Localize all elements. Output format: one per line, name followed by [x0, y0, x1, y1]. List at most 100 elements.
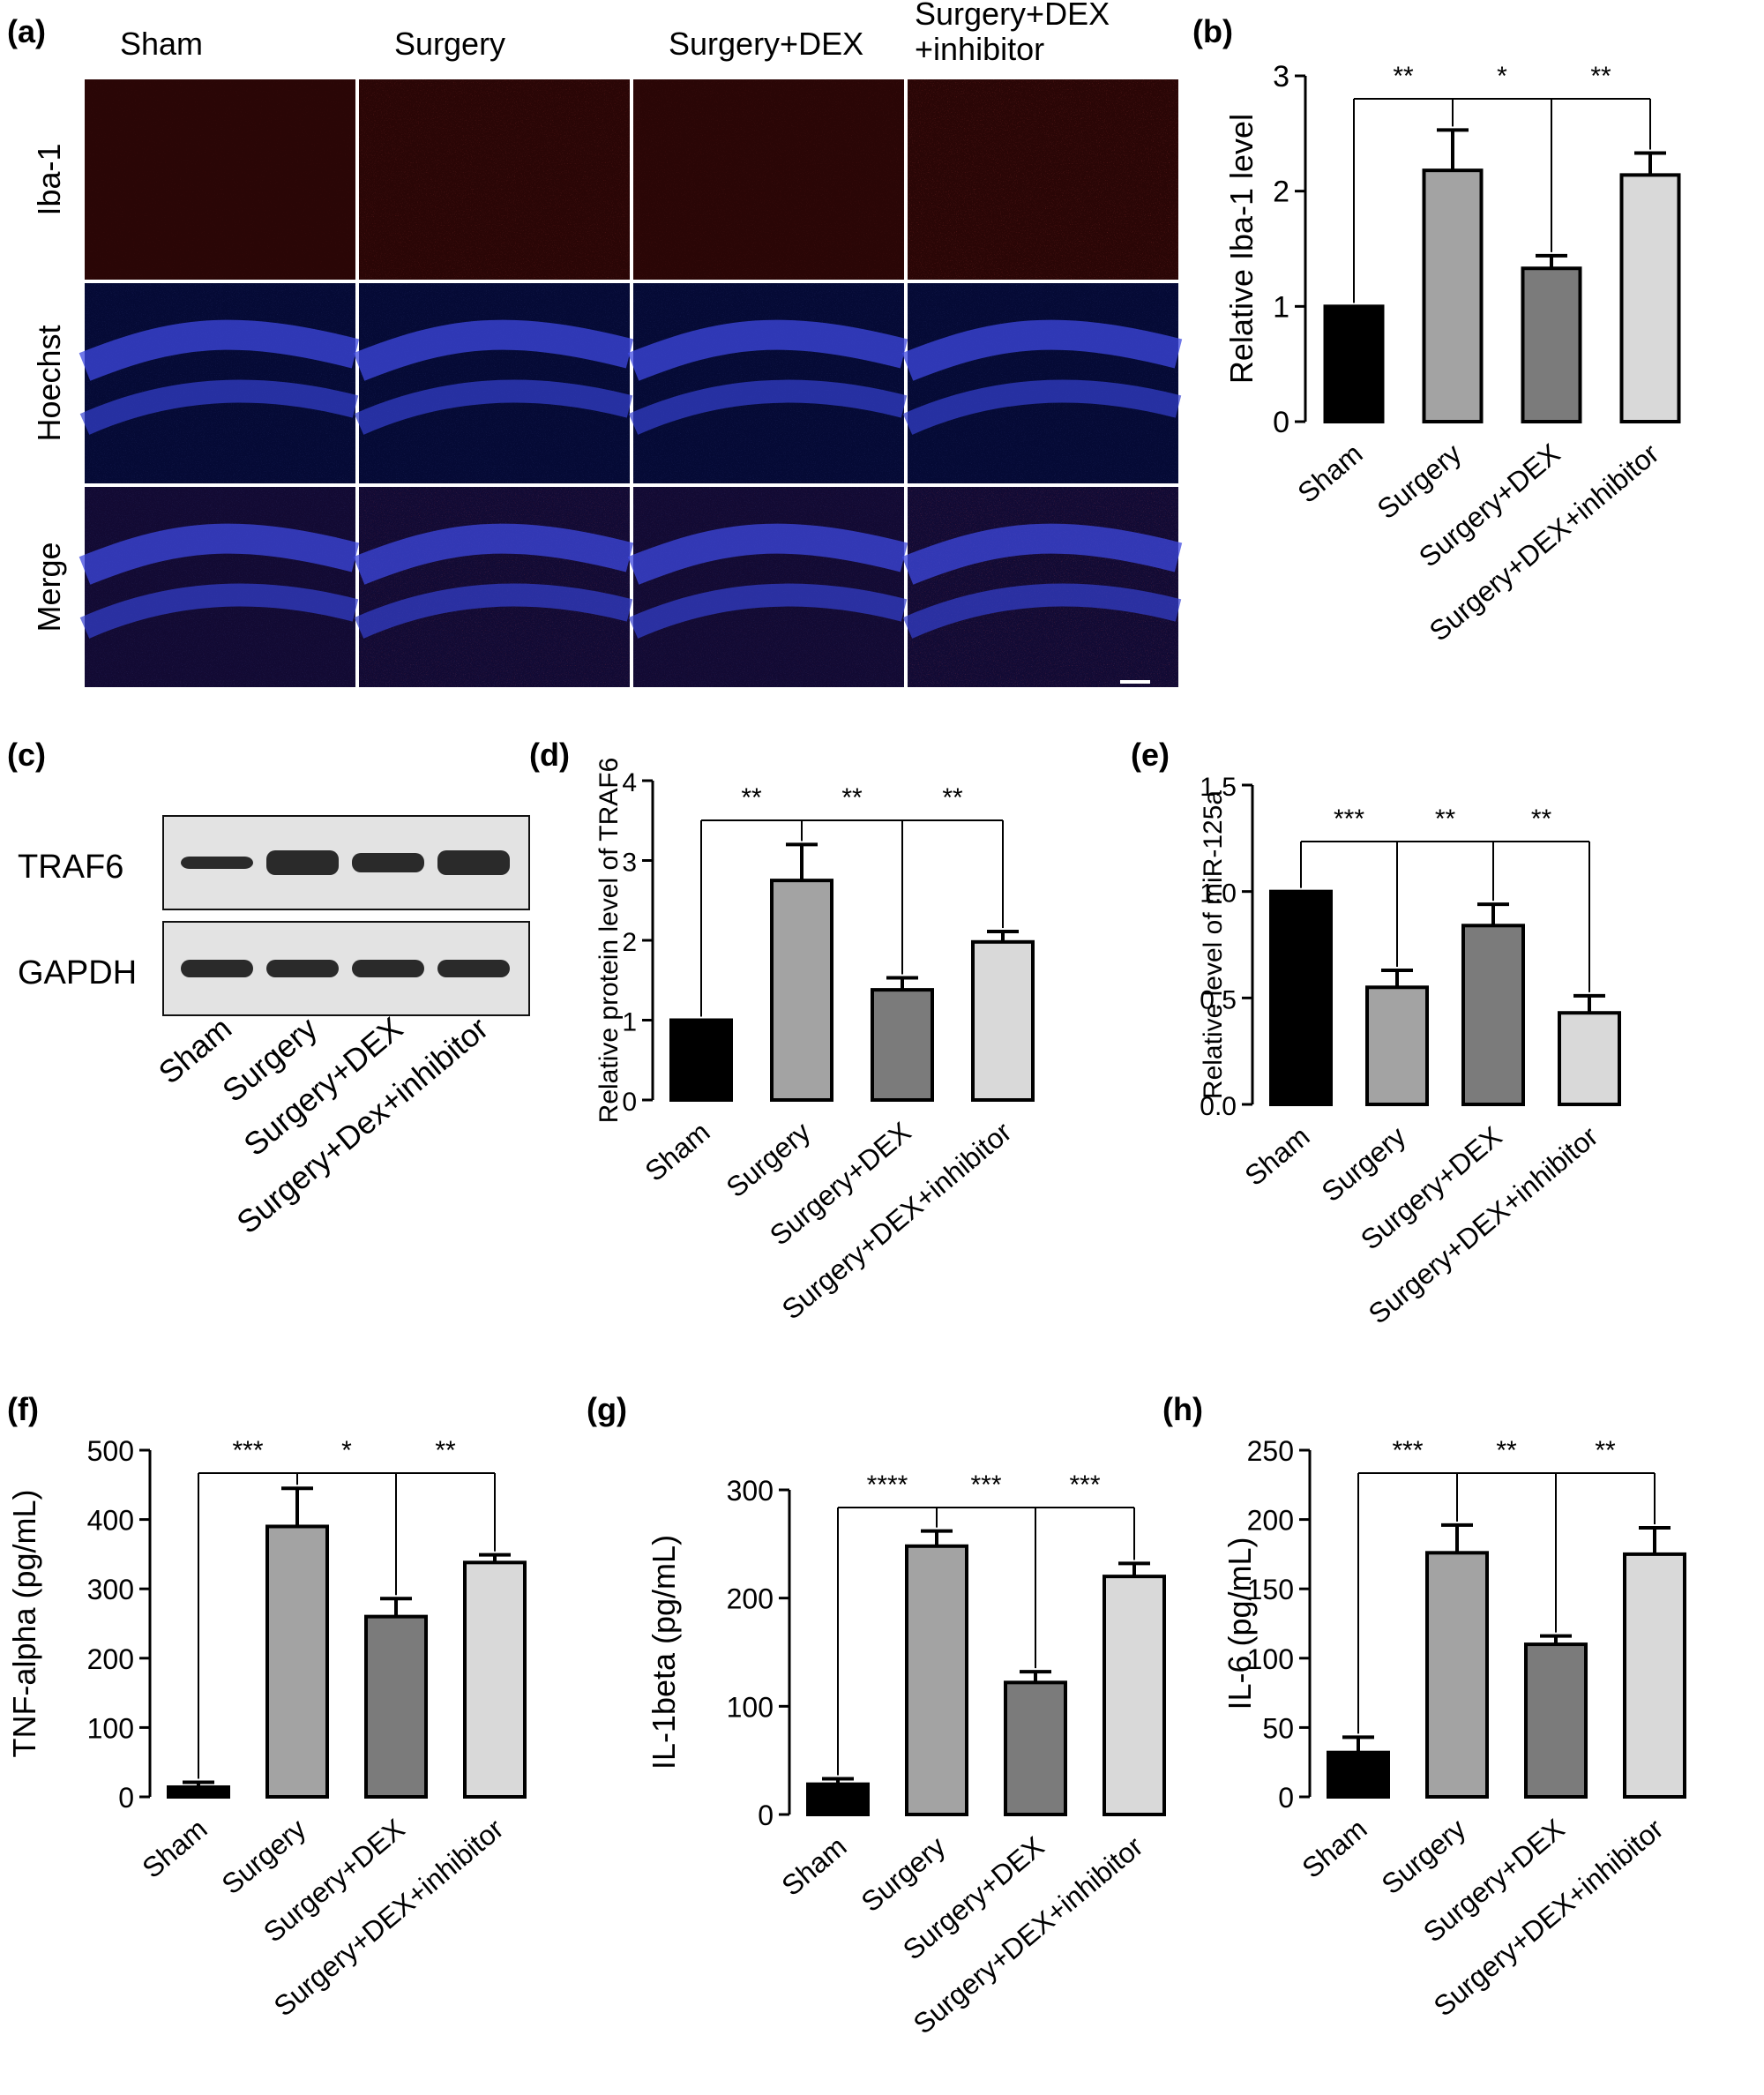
bar	[1461, 924, 1525, 1107]
y-tick-label: 300	[727, 1475, 774, 1507]
y-tick-label: 1.5	[1200, 773, 1237, 802]
panel-label: (a)	[7, 13, 46, 49]
significance-marker: ***	[1334, 804, 1364, 834]
category-label: Sham	[1291, 438, 1368, 509]
y-tick-label: 0.0	[1200, 1092, 1237, 1121]
y-tick-label: 100	[87, 1712, 134, 1744]
bar	[463, 1560, 527, 1799]
micrograph-column-label: Sham	[120, 26, 203, 62]
bar	[669, 1018, 733, 1102]
category-label: Surgery	[856, 1830, 952, 1919]
significance-marker: *	[341, 1436, 352, 1465]
bar	[1422, 168, 1484, 423]
y-tick-label: 200	[1247, 1505, 1294, 1537]
significance-marker: ***	[1392, 1436, 1423, 1465]
blot-band	[266, 850, 339, 875]
significance-marker: **	[841, 783, 863, 812]
micrograph-row-label: Merge	[31, 542, 67, 632]
category-label: Surgery	[1372, 438, 1468, 526]
bar	[1521, 266, 1582, 424]
western-blot-panel: TRAF6GAPDHShamSurgerySurgery+DEXSurgery+…	[18, 815, 530, 1240]
red-stain-texture	[85, 79, 355, 280]
blot-band	[437, 960, 510, 977]
dentate-gyrus-layer	[627, 319, 908, 381]
dentate-gyrus-layer	[354, 379, 633, 435]
significance-marker: ***	[970, 1470, 1001, 1500]
y-tick-label: 300	[87, 1574, 134, 1605]
micrograph-image	[633, 79, 904, 280]
significance-marker: **	[1393, 62, 1414, 91]
dentate-gyrus-layer	[902, 583, 1182, 639]
panel-labels: (a) (b) (c) (d) (e) (f) (g) (h)	[7, 13, 1233, 1427]
y-axis-label: Relative Iba-1 level	[1223, 114, 1259, 384]
category-label: Surgery	[721, 1116, 817, 1204]
category-label: Sham	[639, 1116, 715, 1187]
y-tick-label: 1	[622, 1008, 637, 1037]
bar	[1524, 1642, 1588, 1799]
bar	[770, 879, 833, 1102]
category-label: Surgery	[216, 1813, 312, 1901]
dentate-gyrus-layer	[79, 583, 359, 639]
category-label: Sham	[136, 1813, 213, 1884]
panel-label: (f)	[7, 1391, 39, 1427]
bar	[806, 1782, 870, 1816]
panel-label: (b)	[1192, 13, 1233, 49]
dentate-gyrus-layer	[79, 379, 359, 435]
bar	[1102, 1575, 1166, 1816]
bar	[1365, 985, 1429, 1107]
y-axis-label: Relative level of miR-125a	[1199, 790, 1228, 1099]
y-tick-label: 1.0	[1200, 879, 1237, 909]
significance-marker: **	[1435, 804, 1456, 834]
bar	[364, 1614, 428, 1799]
y-tick-label: 250	[1247, 1435, 1294, 1467]
y-axis-label: TNF-alpha (pg/mL)	[6, 1489, 42, 1757]
y-tick-label: 3	[622, 849, 637, 878]
y-axis-label: IL-1beta (pg/mL)	[646, 1535, 682, 1770]
significance-marker: **	[942, 783, 963, 812]
blot-band-label: GAPDH	[18, 954, 137, 991]
micrograph-image	[78, 487, 360, 687]
bar	[265, 1524, 329, 1799]
blot-band	[352, 960, 424, 977]
y-tick-label: 0	[118, 1782, 134, 1814]
bar-chart: 0 100 200 300 400 500 TNF-alpha (pg/mL) Sham Sur…	[6, 1435, 527, 2023]
micrograph-image	[78, 283, 360, 483]
blot-band	[181, 960, 253, 977]
y-tick-label: 100	[1247, 1643, 1294, 1675]
micrograph-panel: Sham Surgery Surgery+DEXSurgery+DEX+inhibi…	[31, 0, 1183, 687]
y-tick-label: 150	[1247, 1574, 1294, 1605]
dentate-gyrus-layer	[78, 319, 360, 381]
micrograph-column-label: Surgery+DEX	[915, 0, 1110, 32]
y-tick-label: 0	[622, 1088, 637, 1117]
y-tick-label: 0	[1278, 1782, 1294, 1814]
red-stain-texture	[633, 79, 904, 280]
blot-band	[437, 850, 510, 875]
y-tick-label: 200	[87, 1643, 134, 1675]
micrograph-image	[901, 487, 1183, 687]
y-tick-label: 400	[87, 1505, 134, 1537]
y-tick-label: 2	[1273, 176, 1289, 209]
y-tick-label: 4	[622, 768, 637, 797]
panel-label: (h)	[1162, 1391, 1203, 1427]
bar	[905, 1544, 968, 1816]
dentate-gyrus-layer	[627, 523, 908, 585]
y-axis-label: Relative protein level of TRAF6	[594, 758, 624, 1124]
y-tick-label: 1	[1273, 290, 1289, 324]
dentate-gyrus-layer	[628, 379, 908, 435]
micrograph-image	[353, 283, 634, 483]
bar	[1323, 304, 1385, 424]
category-label: Sham	[1238, 1120, 1315, 1192]
y-tick-label: 500	[87, 1435, 134, 1467]
bar	[167, 1784, 230, 1799]
scale-bar	[1120, 680, 1150, 684]
bar	[1558, 1011, 1621, 1107]
dentate-gyrus-layer	[628, 583, 908, 639]
blot-band-label: TRAF6	[18, 849, 123, 886]
blot-band	[352, 853, 424, 872]
significance-marker: **	[741, 783, 762, 812]
micrograph-column-label: Surgery+DEX	[669, 26, 863, 62]
bar	[1327, 1750, 1390, 1799]
